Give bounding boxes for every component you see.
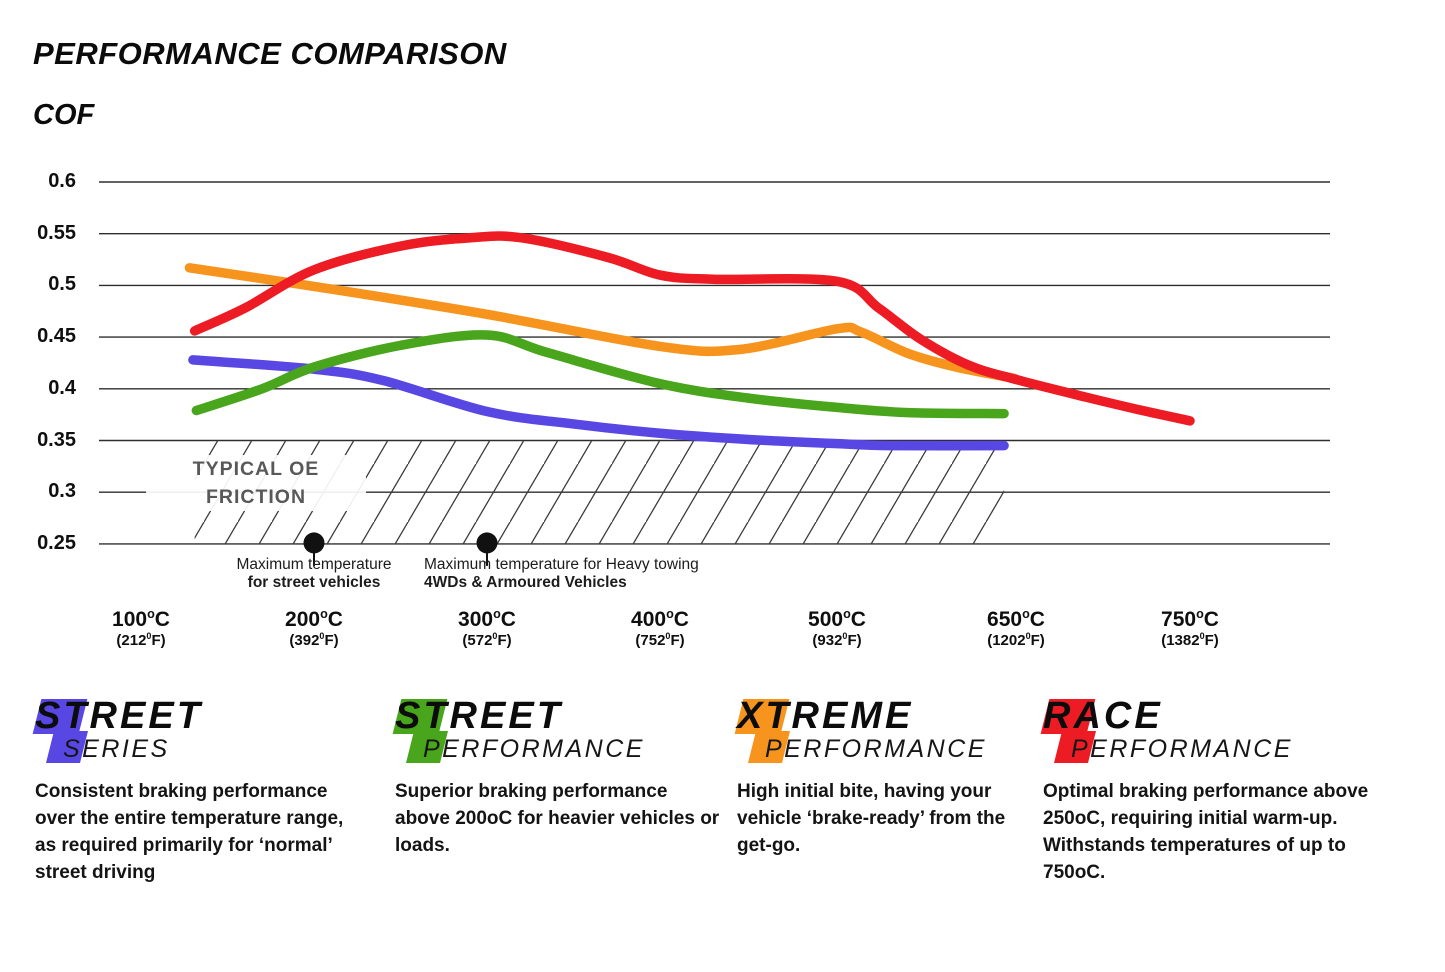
logo-line2: PERFORMANCE <box>1071 735 1293 763</box>
x-tick-label: 750oC (13820F) <box>1161 607 1219 649</box>
annotation-line1: Maximum temperature <box>236 556 392 573</box>
x-tick-label: 300oC (5720F) <box>458 607 516 649</box>
street-performance-logo: STREET PERFORMANCE <box>392 695 725 770</box>
legend-description: High initial bite, having your vehicle ‘… <box>737 781 1006 856</box>
legend-xtreme-performance: XTREME PERFORMANCE High initial bite, ha… <box>734 695 1019 859</box>
annotation-max-temp-street: Maximum temperature for street vehicles <box>184 556 444 592</box>
annotation-line2: 4WDs & Armoured Vehicles <box>424 574 627 591</box>
race-performance-logo: RACE PERFORMANCE <box>1040 695 1373 770</box>
oe-label-line1: TYPICAL OE <box>192 458 320 480</box>
x-tick-label: 500oC (9320F) <box>808 607 866 649</box>
y-tick-label: 0.45 <box>37 325 76 348</box>
oe-label-line2: FRICTION <box>205 486 307 508</box>
legend-race-performance: RACE PERFORMANCE Optimal braking perform… <box>1040 695 1373 886</box>
page-title: PERFORMANCE COMPARISON <box>33 36 507 71</box>
y-tick-label: 0.25 <box>37 531 76 554</box>
x-tick-label: 650oC (12020F) <box>987 607 1045 649</box>
x-tick-label: 100oC (2120F) <box>112 607 170 649</box>
series-street-series <box>188 355 1009 451</box>
annotation-pin <box>476 532 498 566</box>
typical-oe-friction-label: TYPICAL OE FRICTION <box>146 455 366 511</box>
x-tick-label: 200oC (3920F) <box>285 607 343 649</box>
legend-street-performance: STREET PERFORMANCE Superior braking perf… <box>392 695 725 859</box>
legend-description: Consistent braking performance over the … <box>35 781 344 883</box>
y-tick-label: 0.3 <box>48 480 76 503</box>
annotation-pin <box>303 532 325 566</box>
y-tick-label: 0.55 <box>37 221 76 244</box>
logo-line1: STREET <box>35 695 203 737</box>
annotation-line1: Maximum temperature for Heavy towing <box>424 556 699 573</box>
series-street-performance <box>191 330 1009 419</box>
y-tick-label: 0.4 <box>48 376 76 399</box>
logo-line2: PERFORMANCE <box>423 735 645 763</box>
logo-line2: SERIES <box>63 735 170 763</box>
logo-line2: PERFORMANCE <box>765 735 987 763</box>
annotation-line2: for street vehicles <box>247 574 381 591</box>
xtreme-performance-logo: XTREME PERFORMANCE <box>734 695 1019 770</box>
legend-description: Superior braking performance above 200oC… <box>395 781 720 856</box>
legend-description: Optimal braking performance above 250oC,… <box>1043 781 1369 883</box>
y-axis-label: COF <box>33 99 95 131</box>
logo-line1: RACE <box>1043 695 1163 737</box>
series-race-performance <box>189 231 1195 426</box>
x-tick-label: 400oC (7520F) <box>631 607 689 649</box>
annotation-max-temp-heavy-towing: Maximum temperature for Heavy towing 4WD… <box>424 556 754 592</box>
y-tick-label: 0.5 <box>48 273 76 296</box>
logo-line1: STREET <box>395 695 563 737</box>
y-tick-label: 0.6 <box>48 170 76 192</box>
street-series-logo: STREET SERIES <box>32 695 367 770</box>
y-tick-label: 0.35 <box>37 428 76 451</box>
legend-street-series: STREET SERIES Consistent braking perform… <box>32 695 367 886</box>
series-xtreme-performance <box>184 263 1020 384</box>
logo-line1: XTREME <box>737 695 914 737</box>
